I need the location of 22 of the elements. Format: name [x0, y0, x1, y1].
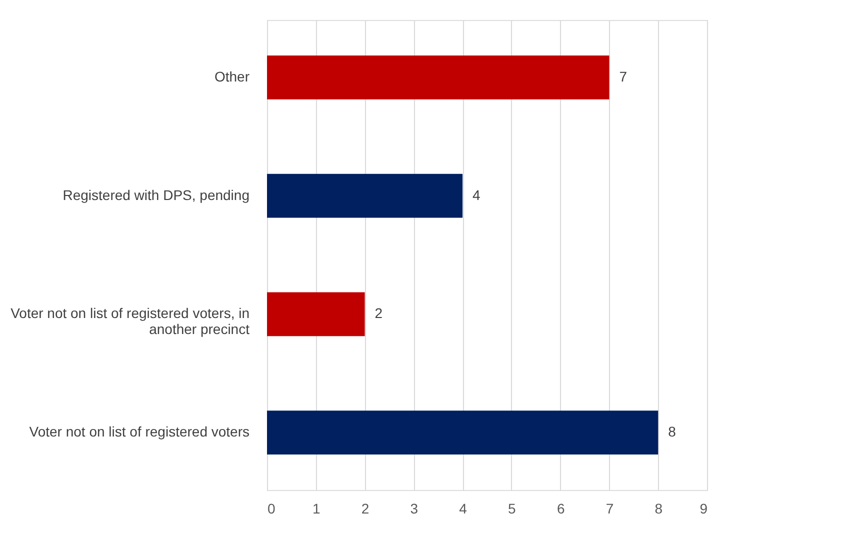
- x-tick-label: 5: [508, 500, 516, 516]
- bar: [267, 410, 658, 454]
- y-tick-label: Other: [214, 68, 250, 84]
- x-tick-label: 6: [556, 500, 565, 516]
- x-tick-label: 3: [410, 500, 418, 516]
- x-tick-label: 4: [459, 500, 468, 516]
- bar: [267, 56, 610, 100]
- x-tick-label: 2: [361, 500, 370, 516]
- data-label: 8: [668, 424, 676, 440]
- x-tick-label: 7: [606, 500, 614, 516]
- data-label: 2: [374, 305, 383, 322]
- data-label: 4: [472, 186, 481, 203]
- bar: [267, 292, 365, 336]
- data-label: 7: [619, 68, 628, 84]
- bar: [267, 174, 463, 218]
- y-tick-label: Voter not on list of registered voters: [29, 424, 250, 440]
- y-tick-label: Registered with DPS, pending: [62, 186, 250, 203]
- y-tick-label: Voter not on list of registered voters, in another precinct: [10, 305, 250, 338]
- x-tick-label: 1: [312, 500, 320, 516]
- x-tick-label: 8: [654, 500, 663, 516]
- x-tick-label: 0: [268, 500, 276, 516]
- x-tick-label: 9: [700, 500, 708, 516]
